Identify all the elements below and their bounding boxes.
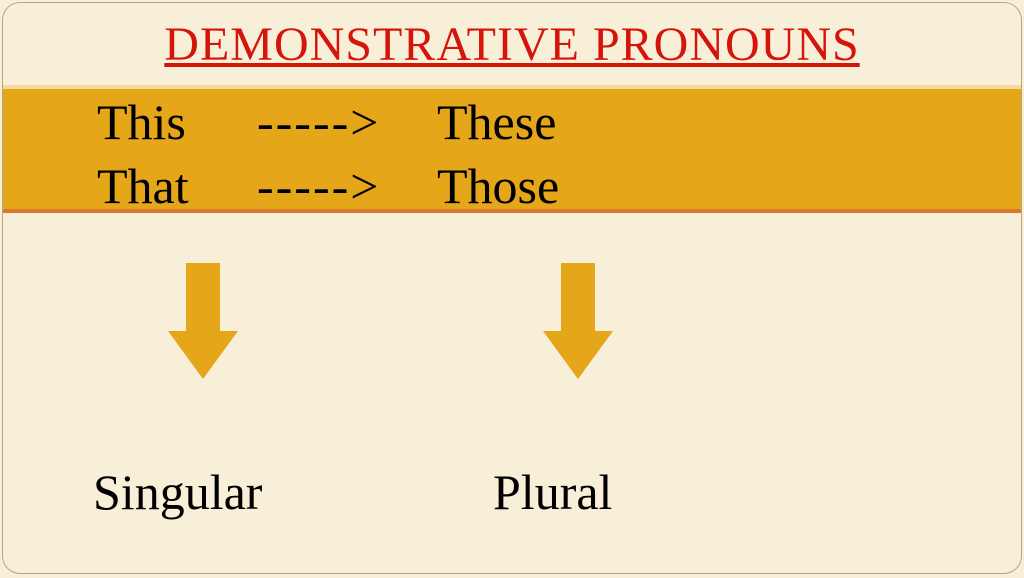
arrow-text-icon: -----> [257,93,437,151]
label-plural: Plural [493,463,612,521]
pronoun-row-2: That -----> Those [97,157,637,215]
arrow-text-icon: -----> [257,157,437,215]
slide-frame: DEMONSTRATIVE PRONOUNS This -----> These… [2,2,1022,574]
plural-near: These [437,93,637,151]
plural-far: Those [437,157,637,215]
label-singular: Singular [93,463,262,521]
singular-far: That [97,157,257,215]
down-arrow-icon [168,263,238,383]
pronoun-row-1: This -----> These [97,93,637,151]
singular-near: This [97,93,257,151]
slide-title: DEMONSTRATIVE PRONOUNS [3,3,1021,72]
down-arrow-icon [543,263,613,383]
